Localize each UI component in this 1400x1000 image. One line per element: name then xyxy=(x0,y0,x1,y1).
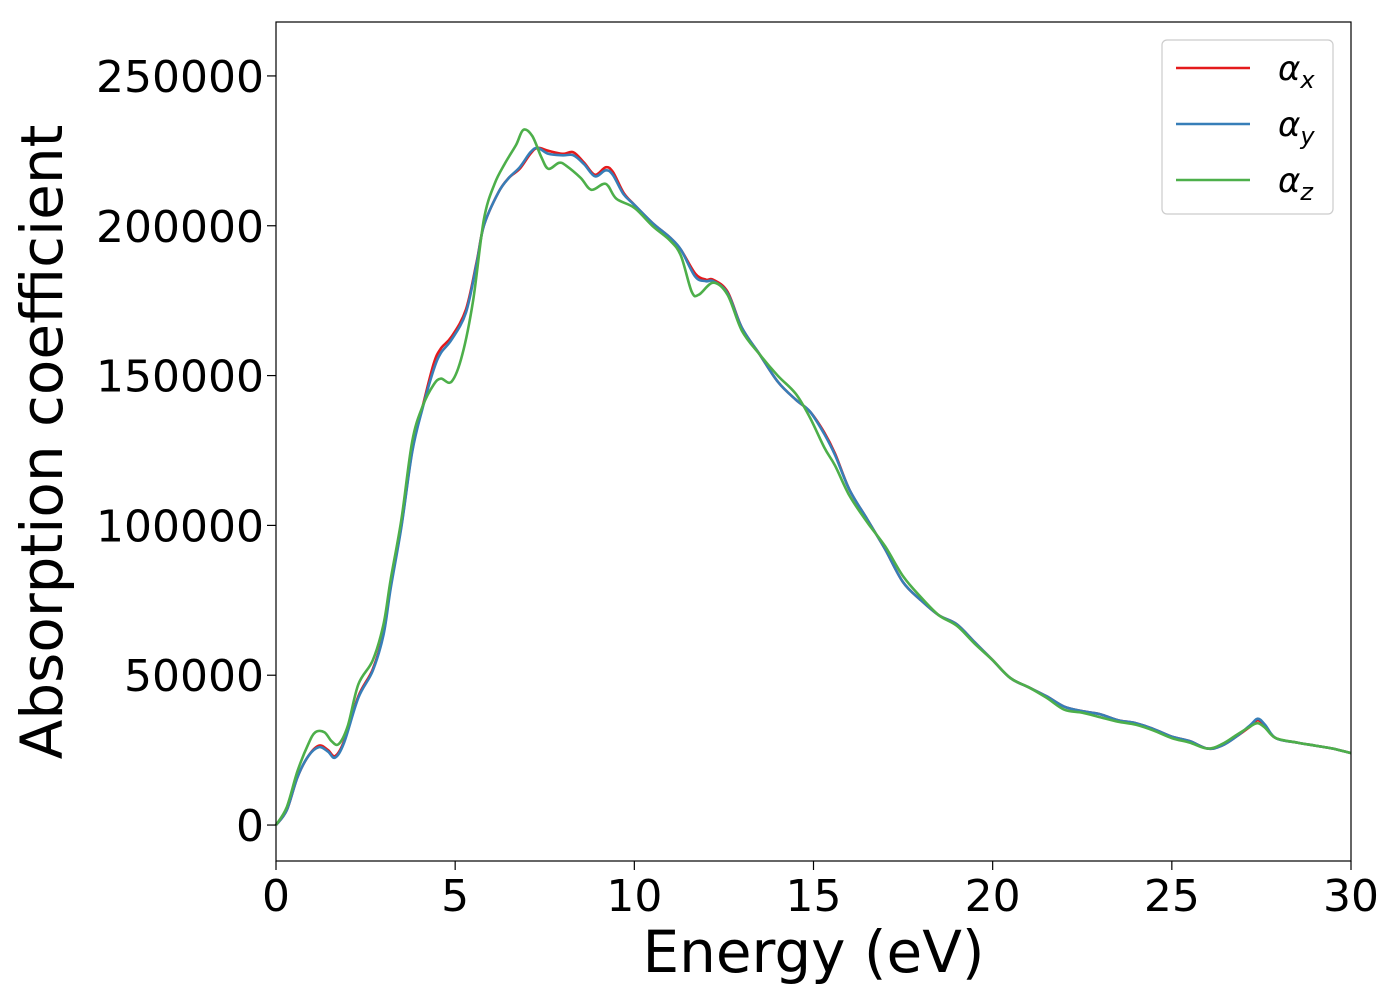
y-tick-label: 250000 xyxy=(96,52,264,103)
x-tick-label: 10 xyxy=(606,871,662,922)
y-tick-label: 150000 xyxy=(96,352,264,403)
x-tick-label: 20 xyxy=(965,871,1021,922)
series-line-y xyxy=(274,146,1352,826)
x-tick-label: 5 xyxy=(441,871,469,922)
series-line-z xyxy=(274,128,1352,826)
legend-box xyxy=(1161,39,1334,215)
y-axis-label: Absorption coefficient xyxy=(8,125,76,760)
x-tick-label: 0 xyxy=(262,871,290,922)
series-lines xyxy=(274,128,1352,826)
x-axis-label: Energy (eV) xyxy=(642,918,984,986)
y-tick-label: 200000 xyxy=(96,202,264,253)
x-tick-label: 30 xyxy=(1323,871,1379,922)
y-tick-label: 50000 xyxy=(124,651,264,702)
x-tick-label: 25 xyxy=(1144,871,1200,922)
x-axis-ticks: 0 5 10 15 20 25 30 xyxy=(262,861,1379,922)
y-axis-ticks: 0 50000 100000 150000 200000 250000 xyxy=(96,52,276,852)
x-tick-label: 15 xyxy=(786,871,842,922)
y-tick-label: 100000 xyxy=(96,501,264,552)
y-tick-label: 0 xyxy=(236,801,264,852)
